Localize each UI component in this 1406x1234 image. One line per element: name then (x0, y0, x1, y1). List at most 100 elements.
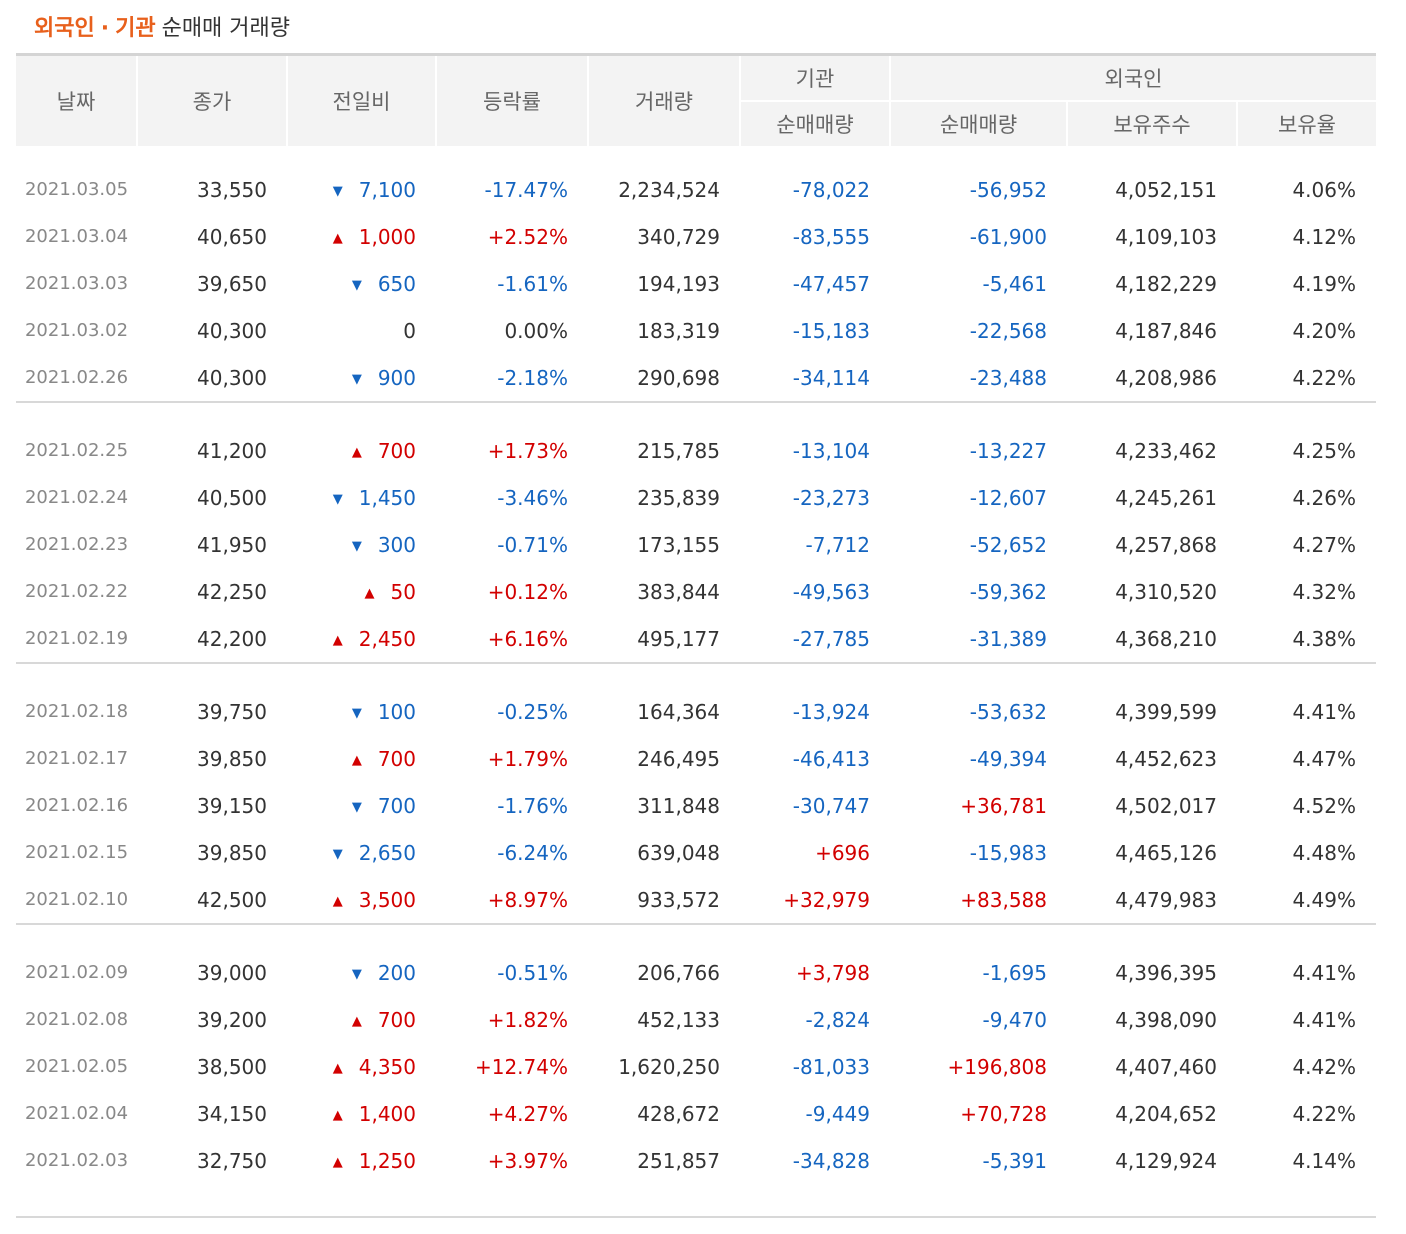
down-arrow-icon: ▼ (351, 277, 362, 293)
foreign-net-cell: +83,588 (960, 887, 1047, 912)
foreign-holdings-cell: 4,399,599 (1115, 699, 1217, 724)
institution-net-cell: -2,824 (805, 1007, 870, 1032)
foreign-holdings-cell: 4,182,229 (1115, 271, 1217, 296)
header-rate: 등락률 (436, 53, 589, 146)
date-cell: 2021.02.18 (24, 701, 129, 722)
foreign-net-cell: -49,394 (969, 746, 1047, 771)
foreign-ratio-cell: 4.12% (1292, 224, 1356, 249)
foreign-net-cell: -15,983 (969, 840, 1047, 865)
rate-cell: 0.00% (504, 318, 568, 343)
rate-cell: +2.52% (487, 224, 568, 249)
institution-net-cell: -47,457 (792, 271, 870, 296)
header-institution-group: 기관 (740, 53, 891, 102)
change-cell: ▲ 700 (287, 427, 436, 474)
foreign-net-cell: -12,607 (969, 485, 1047, 510)
institution-net-cell: -34,828 (792, 1148, 870, 1173)
change-value: 700 (377, 746, 416, 771)
volume-cell: 235,839 (637, 485, 720, 510)
change-cell: ▼ 650 (287, 260, 436, 307)
date-cell: 2021.02.24 (24, 487, 129, 508)
institution-net-cell: -15,183 (792, 318, 870, 343)
foreign-net-cell: +36,781 (960, 793, 1047, 818)
change-cell: ▼ 7,100 (287, 166, 436, 213)
down-arrow-icon: ▼ (351, 538, 362, 554)
close-price-cell: 42,500 (197, 887, 267, 912)
rate-cell: -17.47% (484, 177, 568, 202)
section-title: 외국인 · 기관 순매매 거래량 (34, 12, 290, 46)
foreign-holdings-cell: 4,396,395 (1115, 960, 1217, 985)
table-row: 2021.02.18 39,750 ▼ 100 -0.25% 164,364 -13,924… (16, 688, 1376, 735)
table-row: 2021.02.17 39,850 ▲ 700 +1.79% 246,495 -46,413… (16, 735, 1376, 782)
down-arrow-icon: ▼ (351, 799, 362, 815)
date-cell: 2021.02.08 (24, 1009, 129, 1030)
volume-cell: 639,048 (637, 840, 720, 865)
date-cell: 2021.03.04 (24, 226, 129, 247)
change-cell: ▲ 4,350 (287, 1043, 436, 1090)
change-value: 2,450 (358, 626, 416, 651)
change-value: 650 (377, 271, 416, 296)
foreign-holdings-cell: 4,233,462 (1115, 438, 1217, 463)
foreign-net-cell: -1,695 (982, 960, 1047, 985)
volume-cell: 311,848 (637, 793, 720, 818)
volume-cell: 495,177 (637, 626, 720, 651)
rate-cell: +1.73% (487, 438, 568, 463)
table-row: 2021.02.22 42,250 ▲ 50 +0.12% 383,844 -49,563 -… (16, 568, 1376, 615)
foreign-ratio-cell: 4.19% (1292, 271, 1356, 296)
volume-cell: 290,698 (637, 365, 720, 390)
date-cell: 2021.02.22 (24, 581, 129, 602)
date-cell: 2021.02.16 (24, 795, 129, 816)
foreign-net-cell: +196,808 (947, 1054, 1047, 1079)
change-value: 1,000 (358, 224, 416, 249)
change-cell: ▼ 1,450 (287, 474, 436, 521)
rate-cell: +1.82% (487, 1007, 568, 1032)
change-cell: ▲ 50 (287, 568, 436, 615)
institution-net-cell: +32,979 (783, 887, 870, 912)
change-cell: ▲ 700 (287, 735, 436, 782)
close-price-cell: 42,250 (197, 579, 267, 604)
change-value: 1,450 (358, 485, 416, 510)
foreign-ratio-cell: 4.22% (1292, 1101, 1356, 1126)
change-cell: ▼ 700 (287, 782, 436, 829)
table-row: 2021.03.02 40,300 0 0.00% 183,319 -15,183 -22,… (16, 307, 1376, 354)
up-arrow-icon: ▲ (332, 632, 343, 648)
change-cell: ▼ 100 (287, 688, 436, 735)
table-row: 2021.02.25 41,200 ▲ 700 +1.73% 215,785 -13,104… (16, 427, 1376, 474)
foreign-net-cell: -5,391 (982, 1148, 1047, 1173)
rate-cell: +4.27% (487, 1101, 568, 1126)
close-price-cell: 41,200 (197, 438, 267, 463)
header-volume: 거래량 (588, 53, 741, 146)
change-value: 300 (377, 532, 416, 557)
change-cell: ▲ 700 (287, 996, 436, 1043)
table-row: 2021.02.03 32,750 ▲ 1,250 +3.97% 251,857 -34,8… (16, 1137, 1376, 1184)
close-price-cell: 40,500 (197, 485, 267, 510)
foreign-net-cell: -52,652 (969, 532, 1047, 557)
institution-net-cell: -81,033 (792, 1054, 870, 1079)
header-date: 날짜 (16, 53, 138, 146)
foreign-holdings-cell: 4,052,151 (1115, 177, 1217, 202)
change-cell: ▼ 2,650 (287, 829, 436, 876)
foreign-ratio-cell: 4.49% (1292, 887, 1356, 912)
table-row: 2021.02.15 39,850 ▼ 2,650 -6.24% 639,048 +696 -… (16, 829, 1376, 876)
close-price-cell: 40,300 (197, 365, 267, 390)
table-row: 2021.02.05 38,500 ▲ 4,350 +12.74% 1,620,250 -8… (16, 1043, 1376, 1090)
down-arrow-icon: ▼ (332, 183, 343, 199)
foreign-ratio-cell: 4.42% (1292, 1054, 1356, 1079)
foreign-holdings-cell: 4,245,261 (1115, 485, 1217, 510)
change-value: 3,500 (358, 887, 416, 912)
change-value: 50 (390, 579, 416, 604)
group-spacer (16, 664, 1376, 688)
change-value: 700 (377, 438, 416, 463)
table-row: 2021.02.16 39,150 ▼ 700 -1.76% 311,848 -30,747… (16, 782, 1376, 829)
foreign-net-cell: -53,632 (969, 699, 1047, 724)
up-arrow-icon: ▲ (332, 893, 343, 909)
foreign-ratio-cell: 4.22% (1292, 365, 1356, 390)
institution-net-cell: -9,449 (805, 1101, 870, 1126)
change-value: 900 (377, 365, 416, 390)
foreign-net-cell: -56,952 (969, 177, 1047, 202)
date-cell: 2021.02.19 (24, 628, 129, 649)
date-cell: 2021.02.17 (24, 748, 129, 769)
down-arrow-icon: ▼ (351, 705, 362, 721)
foreign-ratio-cell: 4.20% (1292, 318, 1356, 343)
header-foreign-ratio: 보유율 (1237, 101, 1376, 146)
volume-cell: 183,319 (637, 318, 720, 343)
